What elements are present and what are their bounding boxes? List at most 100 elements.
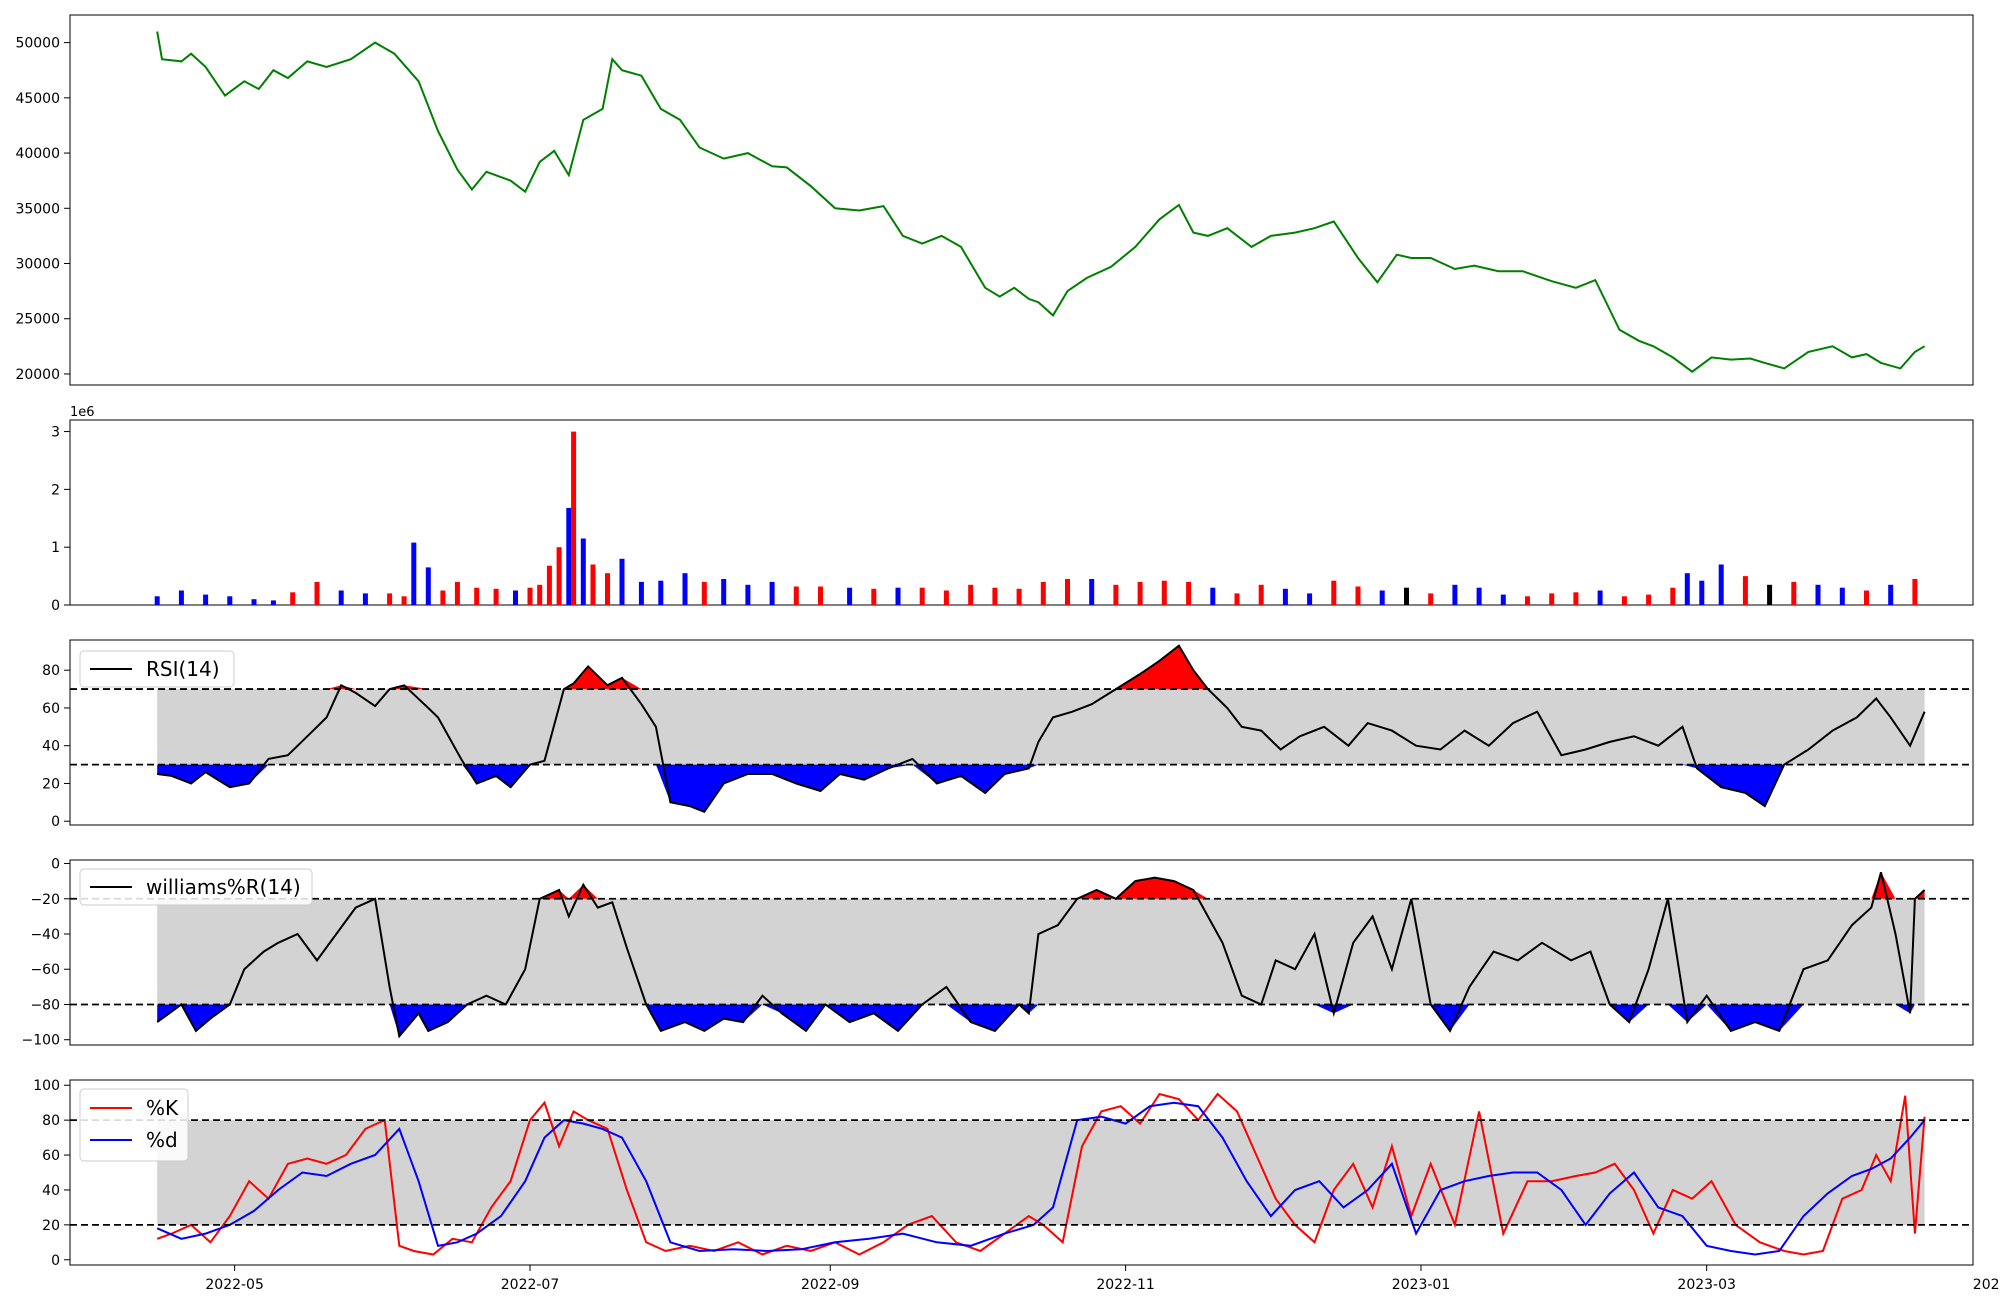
volume-bar: [1404, 587, 1409, 605]
rsi-panel: 0 20 40 60 80 RSI(14): [42, 639, 1974, 830]
williams-legend-label: williams%R(14): [146, 875, 301, 899]
volume-bar: [1815, 584, 1821, 605]
stochastic-k-line: [156, 1092, 1926, 1256]
volume-bar: [1307, 593, 1313, 605]
volume-bar: [992, 587, 998, 605]
volume-bar: [1864, 590, 1869, 605]
volume-bar: [1912, 579, 1918, 605]
price-y-tick-label: 40000: [15, 146, 60, 162]
rsi-neutral-band: [157, 689, 1925, 765]
volume-bar: [1476, 587, 1482, 605]
volume-bar: [638, 581, 644, 605]
stochastic-y-axis: 0 20 40 60 80 100: [33, 1078, 70, 1269]
volume-bar: [1016, 588, 1022, 605]
x-tick-label: 2022-09: [801, 1277, 860, 1293]
volume-bar: [546, 565, 552, 605]
volume-bar: [1428, 593, 1434, 605]
x-tick-label: 2022-07: [501, 1277, 560, 1293]
volume-bar: [580, 538, 586, 605]
williams-y-tick-label: −40: [30, 927, 60, 943]
rsi-plot-frame: [69, 639, 1974, 826]
rsi-legend-label: RSI(14): [146, 657, 220, 681]
stochastic-y-tick-label: 40: [42, 1183, 60, 1199]
volume-bar: [1888, 584, 1894, 605]
volume-bar: [338, 590, 344, 605]
rsi-y-tick-label: 80: [42, 663, 60, 679]
volume-bar: [1137, 581, 1143, 605]
stochastic-legend-d-label: %d: [146, 1128, 178, 1152]
volume-bar: [1161, 580, 1167, 605]
volume-bar: [387, 593, 393, 605]
price-y-tick-label: 30000: [15, 257, 60, 273]
volume-bar: [251, 599, 257, 605]
stochastic-y-tick-label: 100: [33, 1078, 60, 1094]
volume-bar: [227, 596, 233, 605]
volume-y-tick-label: 2: [51, 482, 60, 498]
volume-bar: [1258, 584, 1264, 605]
stochastic-y-tick-label: 0: [51, 1253, 60, 1269]
volume-y-tick-label: 0: [51, 598, 60, 614]
volume-bar: [203, 594, 209, 605]
volume-bar: [401, 596, 407, 605]
volume-bar: [493, 588, 499, 605]
volume-bar: [1621, 596, 1627, 605]
rsi-legend: RSI(14): [79, 650, 235, 688]
volume-bar: [619, 558, 625, 606]
stochastic-legend: %K %d: [79, 1088, 189, 1162]
volume-bar: [847, 587, 853, 605]
williams-y-axis: −100 −80 −60 −40 −20 0: [22, 857, 70, 1049]
volume-bar: [1065, 579, 1070, 605]
volume-bar: [658, 580, 664, 605]
volume-y-tick-label: 3: [51, 425, 60, 441]
x-tick-label: 2023-03: [1677, 1277, 1736, 1293]
volume-bar: [769, 581, 775, 605]
williams-y-tick-label: 0: [51, 857, 60, 873]
williams-oversold-fill: [157, 1004, 1925, 1037]
volume-y-tick-label: 1: [51, 540, 60, 556]
volume-bar: [682, 573, 688, 605]
rsi-y-tick-label: 40: [42, 739, 60, 755]
rsi-y-axis: 0 20 40 60 80: [42, 663, 70, 830]
williams-y-tick-label: −80: [30, 997, 60, 1013]
volume-bar: [1718, 564, 1724, 605]
volume-bar: [605, 573, 610, 605]
volume-bar: [1549, 593, 1555, 605]
rsi-y-tick-label: 60: [42, 701, 60, 717]
volume-bar: [1597, 590, 1603, 605]
volume-bar: [556, 547, 562, 605]
volume-bar: [1210, 587, 1216, 605]
volume-bar: [411, 542, 417, 605]
price-y-tick-label: 45000: [15, 91, 60, 107]
williams-neutral-band: [157, 898, 1925, 1005]
volume-y-axis: 0 1 2 3: [51, 425, 70, 614]
rsi-y-tick-label: 0: [51, 814, 60, 830]
stochastic-plot-frame: [69, 1079, 1974, 1266]
volume-bar: [1791, 581, 1797, 605]
volume-bar: [1452, 584, 1458, 605]
volume-bar: [1089, 579, 1095, 605]
williams-legend: williams%R(14): [79, 868, 313, 906]
volume-bar: [1355, 586, 1361, 605]
volume-bar: [154, 596, 160, 605]
volume-bar: [1331, 580, 1337, 605]
volume-bar: [571, 431, 577, 605]
volume-bar: [818, 586, 823, 605]
volume-bar: [590, 564, 596, 605]
volume-bar: [721, 579, 727, 605]
volume-bar: [1379, 590, 1385, 605]
rsi-line: [157, 644, 1926, 814]
williams-y-tick-label: −60: [30, 962, 60, 978]
x-tick-label: 2023-05: [1973, 1277, 2000, 1293]
volume-bar: [701, 581, 707, 605]
volume-bar: [290, 592, 296, 605]
volume-bar: [440, 590, 446, 605]
volume-bar: [1525, 596, 1530, 605]
volume-bar: [793, 586, 799, 605]
volume-bar: [1500, 594, 1506, 605]
williams-panel: −100 −80 −60 −40 −20 0 williams%R(14): [22, 857, 1974, 1049]
volume-bar: [1234, 593, 1240, 605]
price-plot-frame: [69, 14, 1974, 386]
rsi-y-tick-label: 20: [42, 776, 60, 792]
